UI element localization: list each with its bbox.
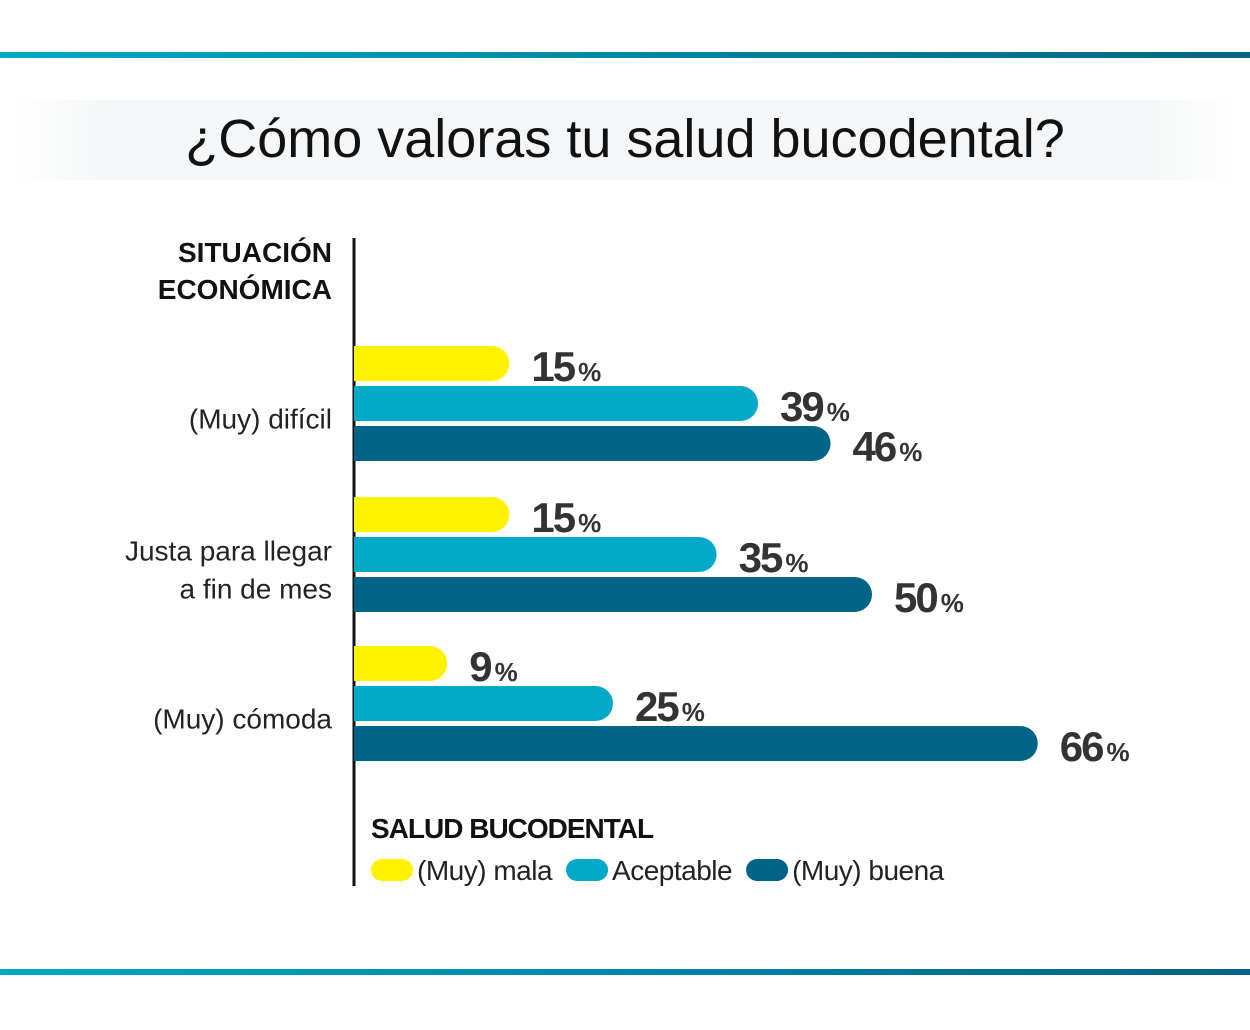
category-label: a fin de mes <box>179 574 332 605</box>
chart-title: ¿Cómo valoras tu salud bucodental? <box>185 109 1065 169</box>
bar-3 <box>354 577 872 612</box>
category-label: Justa para llegar <box>125 536 332 567</box>
top-rule <box>0 52 1250 58</box>
bar-2 <box>354 686 613 721</box>
bottom-rule <box>0 969 1250 975</box>
data-label: 50% <box>894 574 964 621</box>
data-label: 35% <box>739 534 809 581</box>
category-label: (Muy) difícil <box>189 404 332 435</box>
data-label: 46% <box>853 423 923 470</box>
legend-label: (Muy) buena <box>792 855 945 886</box>
category-label: (Muy) cómoda <box>153 704 332 735</box>
bar-1 <box>354 346 510 381</box>
bar-1 <box>354 497 510 532</box>
data-label: 15% <box>531 343 601 390</box>
axis-label: ECONÓMICA <box>158 274 332 305</box>
bar-3 <box>354 726 1038 761</box>
data-label: 25% <box>635 683 705 730</box>
data-label: 39% <box>780 383 850 430</box>
legend-swatch <box>746 859 789 881</box>
bar-3 <box>354 426 831 461</box>
legend-swatch <box>566 859 609 881</box>
bar-2 <box>354 386 759 421</box>
axis-label: SITUACIÓN <box>178 237 332 268</box>
legend-title: SALUD BUCODENTAL <box>371 813 654 844</box>
legend-label: (Muy) mala <box>417 855 553 886</box>
legend-swatch <box>371 859 413 881</box>
data-label: 66% <box>1060 723 1130 770</box>
bar-2 <box>354 537 717 572</box>
title-band <box>15 100 1235 180</box>
data-label: 15% <box>531 494 601 541</box>
bar-1 <box>354 646 448 681</box>
legend-label: Aceptable <box>612 855 732 886</box>
data-label: 9% <box>469 643 517 690</box>
